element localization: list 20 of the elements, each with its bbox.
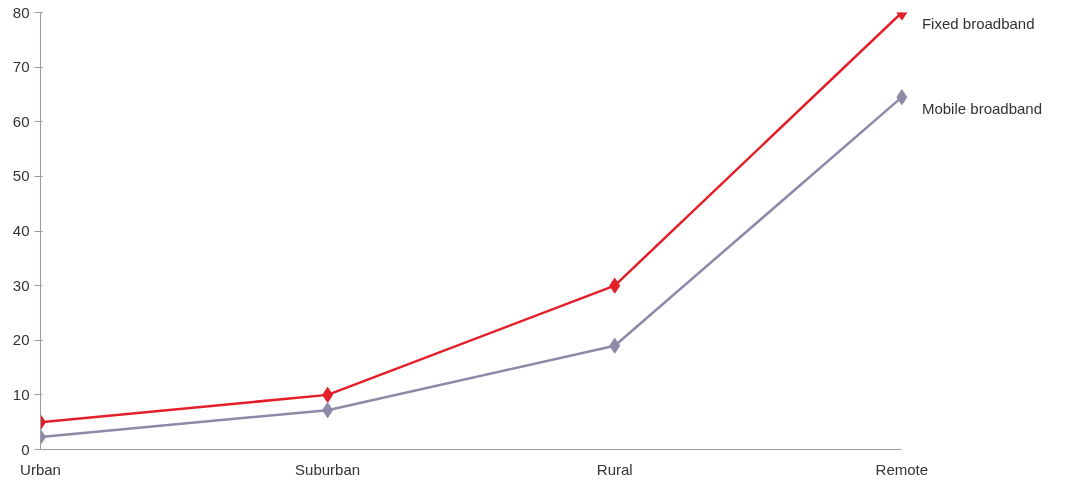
y-tick-label: 30 [12,276,30,294]
y-tick-label: 20 [12,331,30,349]
y-tick-label: 50 [12,167,30,185]
y-tick-label: 0 [21,440,30,458]
x-tick-label: Rural [596,460,633,478]
x-tick-label: Suburban [295,460,361,478]
point [322,402,334,419]
series-label: Fixed broadband [921,15,1035,32]
point [609,277,621,294]
x-tick-label: Remote [875,460,929,478]
series-label: Mobile broadband [921,99,1043,117]
y-tick-label: 40 [12,222,30,239]
x-tick-label: Urban [20,460,61,478]
point [896,89,908,106]
y-tick-label: 70 [12,58,30,76]
point [322,386,334,403]
y-tick-label: 60 [12,112,30,130]
y-tick-label: 80 [12,3,30,21]
y-tick-label: 10 [12,385,30,403]
point [609,337,621,354]
